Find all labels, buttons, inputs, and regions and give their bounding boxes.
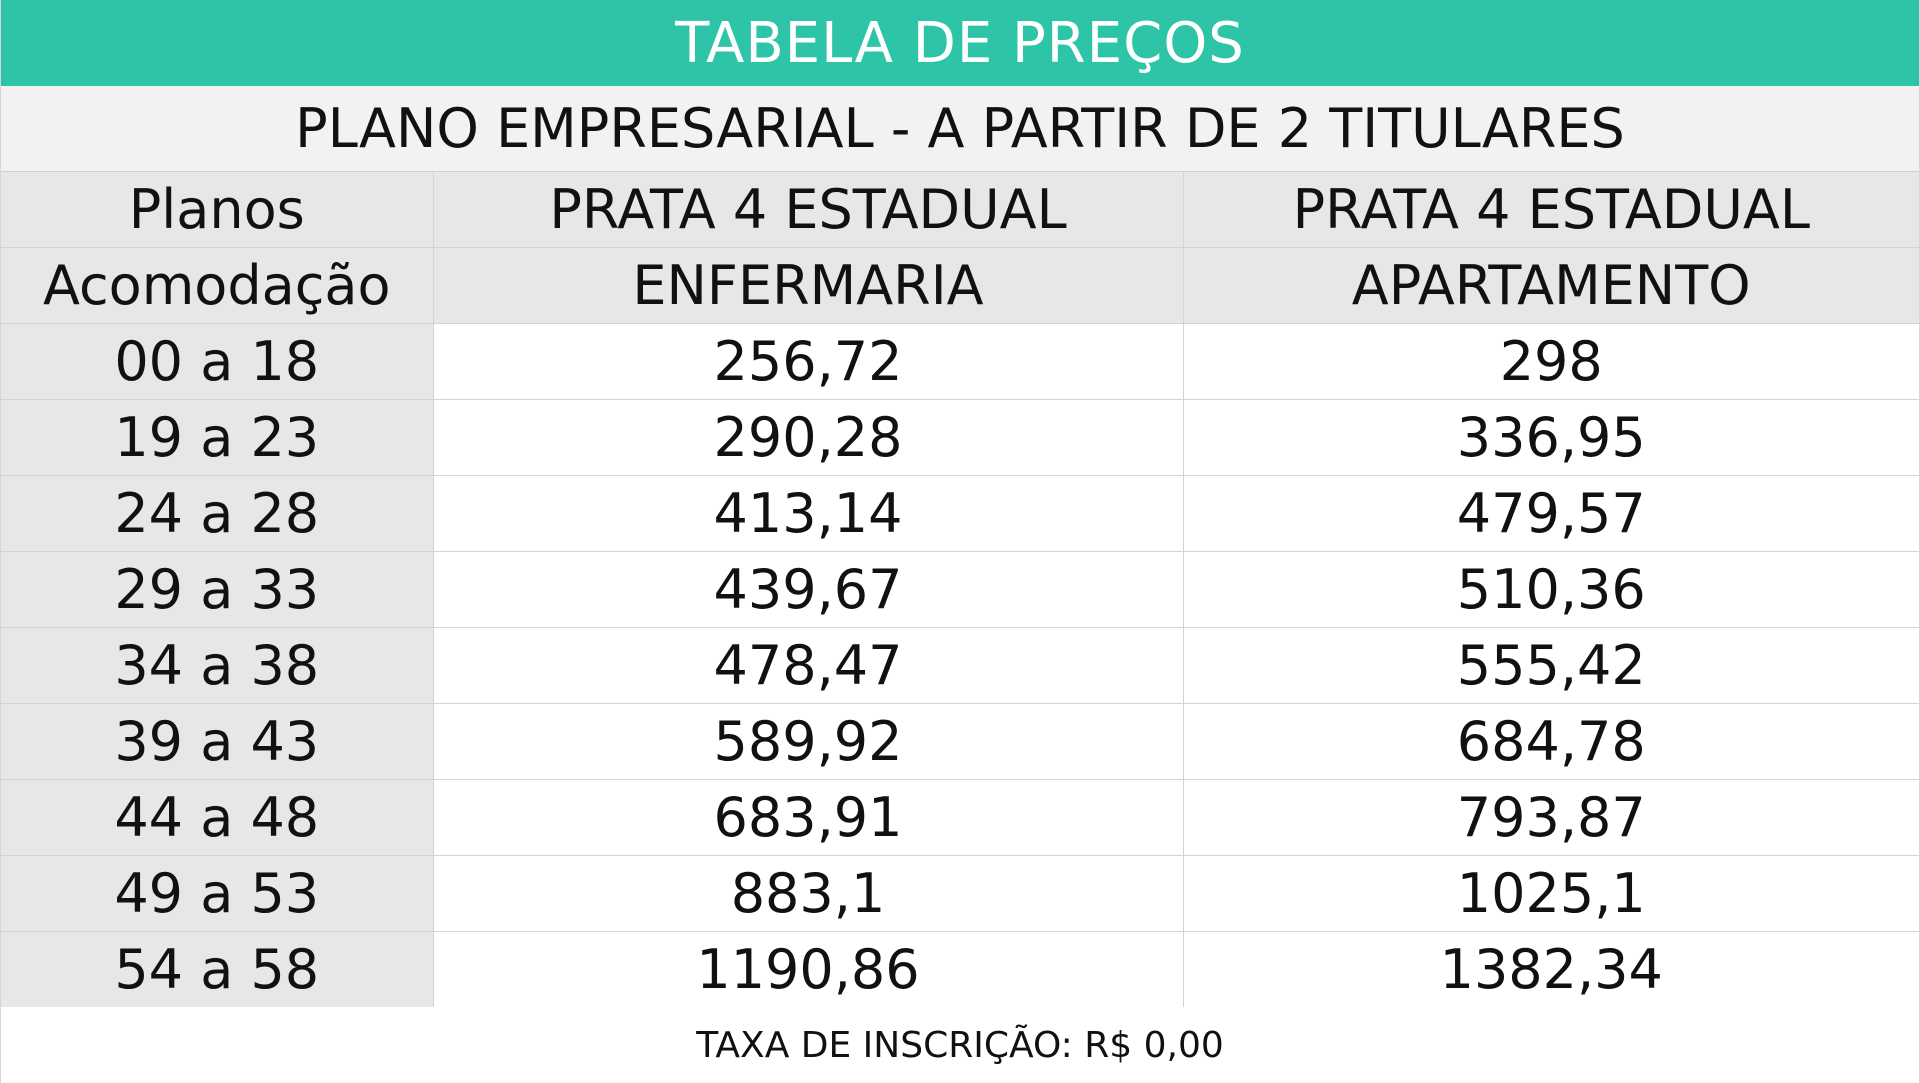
table-row: 54 a 58 1190,86 1382,34 xyxy=(1,931,1919,1008)
table-row: 29 a 33 439,67 510,36 xyxy=(1,551,1919,628)
apartamento-price-cell: 684,78 xyxy=(1183,703,1919,780)
age-range-cell: 34 a 38 xyxy=(1,627,434,704)
price-table: Planos PRATA 4 ESTADUAL PRATA 4 ESTADUAL… xyxy=(1,172,1919,1008)
apartamento-price-cell: 555,42 xyxy=(1183,627,1919,704)
enfermaria-price-cell: 589,92 xyxy=(433,703,1184,780)
header-row-accommodation: Acomodação ENFERMARIA APARTAMENTO xyxy=(1,247,1919,324)
apartamento-price-cell: 510,36 xyxy=(1183,551,1919,628)
subtitle-bar: PLANO EMPRESARIAL - A PARTIR DE 2 TITULA… xyxy=(1,86,1919,172)
age-range-cell: 19 a 23 xyxy=(1,399,434,476)
table-row: 19 a 23 290,28 336,95 xyxy=(1,399,1919,476)
header-cell-accommodation-label: Acomodação xyxy=(1,247,434,324)
header-cell-plans-label: Planos xyxy=(1,172,434,248)
enfermaria-price-cell: 1190,86 xyxy=(433,931,1184,1008)
apartamento-price-cell: 336,95 xyxy=(1183,399,1919,476)
apartamento-price-cell: 479,57 xyxy=(1183,475,1919,552)
apartamento-price-cell: 1382,34 xyxy=(1183,931,1919,1008)
apartamento-price-cell: 793,87 xyxy=(1183,779,1919,856)
header-cell-enfermaria: ENFERMARIA xyxy=(433,247,1184,324)
apartamento-price-cell: 1025,1 xyxy=(1183,855,1919,932)
age-range-cell: 24 a 28 xyxy=(1,475,434,552)
enfermaria-price-cell: 290,28 xyxy=(433,399,1184,476)
header-cell-apartamento: APARTAMENTO xyxy=(1183,247,1919,324)
header-cell-plan-apartamento: PRATA 4 ESTADUAL xyxy=(1183,172,1919,248)
header-row-plans: Planos PRATA 4 ESTADUAL PRATA 4 ESTADUAL xyxy=(1,172,1919,248)
enfermaria-price-cell: 478,47 xyxy=(433,627,1184,704)
age-range-cell: 29 a 33 xyxy=(1,551,434,628)
enfermaria-price-cell: 413,14 xyxy=(433,475,1184,552)
enfermaria-price-cell: 883,1 xyxy=(433,855,1184,932)
table-row: 34 a 38 478,47 555,42 xyxy=(1,627,1919,704)
header-cell-plan-enfermaria: PRATA 4 ESTADUAL xyxy=(433,172,1184,248)
age-range-cell: 49 a 53 xyxy=(1,855,434,932)
table-row: 49 a 53 883,1 1025,1 xyxy=(1,855,1919,932)
table-title: TABELA DE PREÇOS xyxy=(675,10,1245,76)
table-row: 00 a 18 256,72 298 xyxy=(1,323,1919,400)
registration-fee-text: TAXA DE INSCRIÇÃO: R$ 0,00 xyxy=(696,1024,1224,1066)
table-row: 39 a 43 589,92 684,78 xyxy=(1,703,1919,780)
enfermaria-price-cell: 439,67 xyxy=(433,551,1184,628)
table-subtitle: PLANO EMPRESARIAL - A PARTIR DE 2 TITULA… xyxy=(295,97,1625,160)
age-range-cell: 39 a 43 xyxy=(1,703,434,780)
enfermaria-price-cell: 683,91 xyxy=(433,779,1184,856)
footer: TAXA DE INSCRIÇÃO: R$ 0,00 xyxy=(1,1007,1919,1083)
table-row: 24 a 28 413,14 479,57 xyxy=(1,475,1919,552)
apartamento-price-cell: 298 xyxy=(1183,323,1919,400)
age-range-cell: 44 a 48 xyxy=(1,779,434,856)
age-range-cell: 00 a 18 xyxy=(1,323,434,400)
table-row: 44 a 48 683,91 793,87 xyxy=(1,779,1919,856)
enfermaria-price-cell: 256,72 xyxy=(433,323,1184,400)
title-bar: TABELA DE PREÇOS xyxy=(1,0,1919,86)
age-range-cell: 54 a 58 xyxy=(1,931,434,1008)
